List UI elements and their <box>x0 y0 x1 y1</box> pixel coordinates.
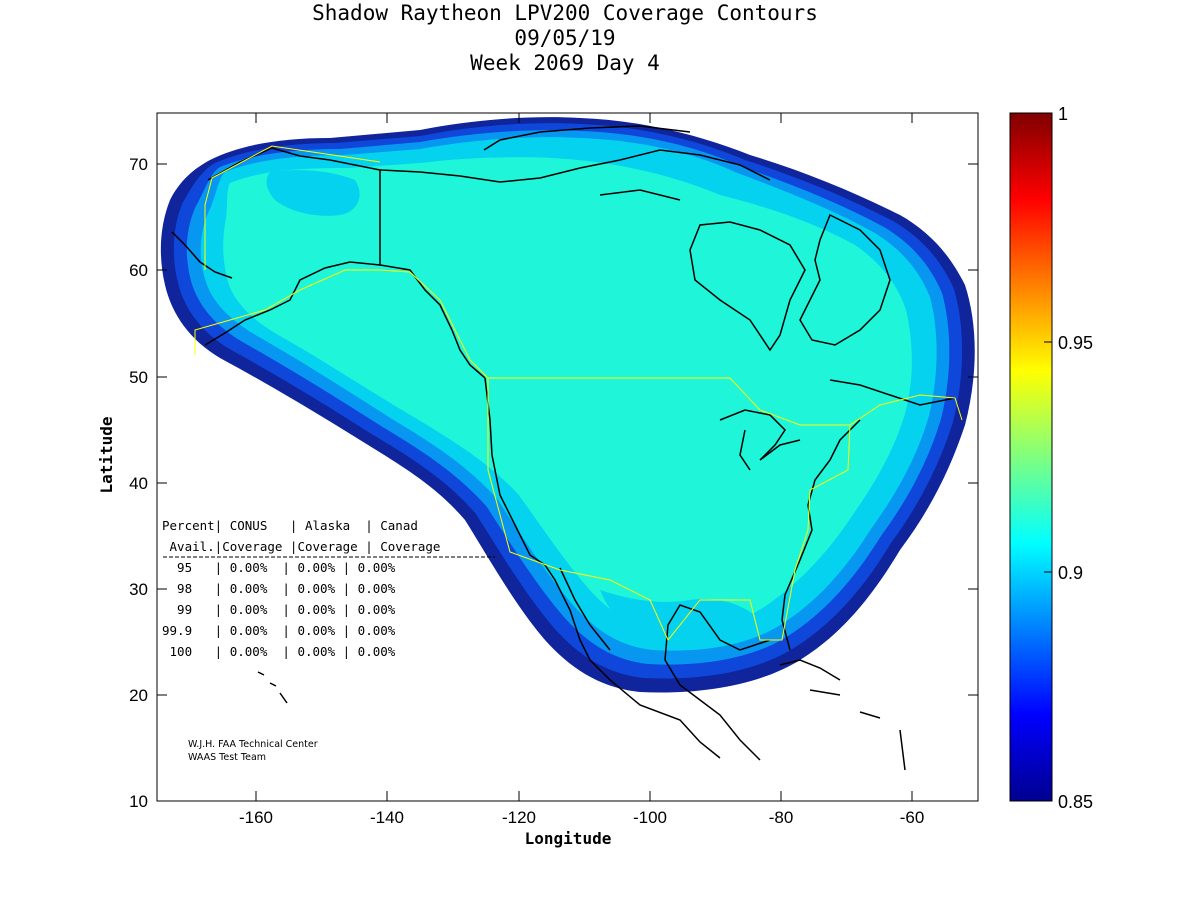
colorbar-tick-label: 0.95 <box>1058 333 1093 353</box>
alaska-coast <box>171 147 486 379</box>
colorbar-tick-label: 0.9 <box>1058 563 1083 583</box>
colorbar-ticks <box>1044 112 1052 802</box>
y-tick-label: 30 <box>129 580 148 599</box>
coastlines <box>171 125 956 771</box>
hawaii <box>257 671 288 704</box>
x-axis-label: Longitude <box>525 829 612 848</box>
caribbean <box>779 659 906 771</box>
x-tick-label: -60 <box>900 808 925 827</box>
stats-row: 99.9 | 0.00% | 0.00% | 0.00% <box>162 623 396 638</box>
y-tick-label: 10 <box>129 792 148 811</box>
x-tick-label: -120 <box>502 808 536 827</box>
colorbar-tick-label: 1 <box>1058 104 1068 124</box>
plot-title-line1: Shadow Raytheon LPV200 Coverage Contours <box>312 1 818 25</box>
greenland <box>799 213 891 346</box>
service-boundary <box>194 145 963 641</box>
great-lakes <box>719 409 801 471</box>
stats-row: 99 | 0.00% | 0.00% | 0.00% <box>162 602 396 617</box>
stats-header-1: Percent| CONUS | Alaska | Canad <box>162 518 418 533</box>
stats-row: 95 | 0.00% | 0.00% | 0.00% <box>162 560 396 575</box>
x-tick-label: -100 <box>633 808 667 827</box>
coverage-stats-table: Percent| CONUS | Alaska | Canad Avail.|C… <box>162 518 495 659</box>
plot-title-date: 09/05/19 <box>514 26 616 50</box>
colorbar <box>1009 112 1053 802</box>
colorbar-tick-label: 0.85 <box>1058 792 1093 812</box>
x-tick-label: -80 <box>769 808 794 827</box>
stats-row: 98 | 0.00% | 0.00% | 0.00% <box>162 581 396 596</box>
y-axis-label: Latitude <box>97 416 116 493</box>
hudson-bay <box>689 221 806 352</box>
credit-line-2: WAAS Test Team <box>188 752 266 763</box>
y-tick-label: 50 <box>129 368 148 387</box>
stats-row: 100 | 0.00% | 0.00% | 0.00% <box>162 644 396 659</box>
y-tick-label: 20 <box>129 686 148 705</box>
x-axis-ticks <box>255 113 913 801</box>
canada-arctic-coast <box>379 125 771 201</box>
east-coast <box>664 379 956 761</box>
contour-cyan-patch-south <box>600 590 760 640</box>
west-coast <box>484 377 721 759</box>
canada-east-boundary <box>849 394 963 426</box>
y-axis-ticks <box>157 163 978 802</box>
plot-frame <box>156 112 979 802</box>
contour-coverage-main <box>223 157 912 631</box>
contour-cyan-patch-north <box>266 170 360 216</box>
conus-boundary <box>487 377 851 641</box>
plot-title-week: Week 2069 Day 4 <box>470 51 660 75</box>
x-tick-label: -140 <box>370 808 404 827</box>
y-tick-label: 40 <box>129 474 148 493</box>
y-tick-label: 60 <box>129 261 148 280</box>
alaska-canada-boundary <box>194 145 489 379</box>
credit-line-1: W.J.H. FAA Technical Center <box>188 739 318 750</box>
stats-header-2: Avail.|Coverage |Coverage | Coverage <box>162 539 440 554</box>
x-tick-label: -160 <box>239 808 273 827</box>
y-tick-label: 70 <box>129 155 148 174</box>
